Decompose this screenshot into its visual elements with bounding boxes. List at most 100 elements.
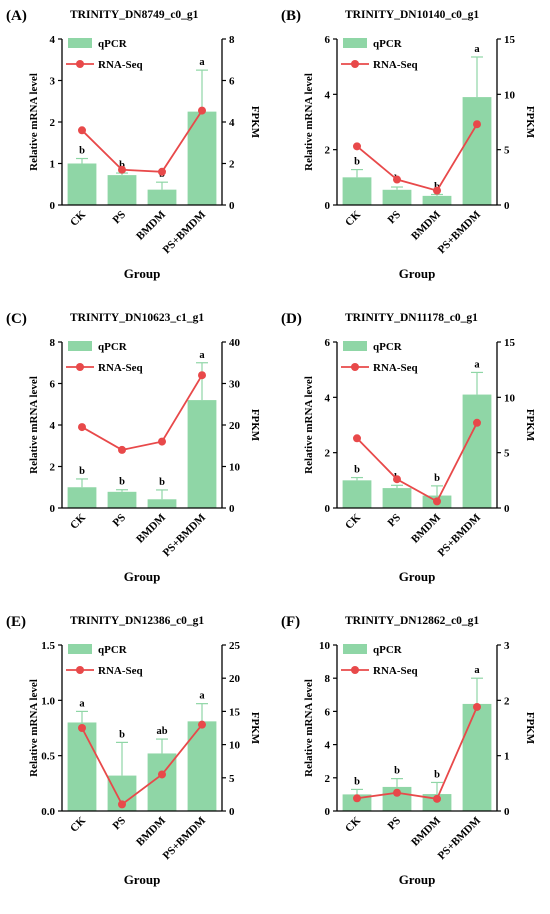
significance-label: b	[119, 729, 125, 740]
y2-tick-label: 2	[229, 159, 235, 171]
x-tick-label: PS+BMDM	[161, 814, 209, 862]
y-tick-label: 8	[325, 673, 331, 685]
panel-label: (D)	[281, 311, 302, 327]
y-tick-label: 2	[325, 773, 331, 785]
rnaseq-point	[393, 788, 401, 797]
significance-label: b	[159, 477, 165, 488]
x-tick-label: BMDM	[409, 208, 443, 242]
rnaseq-line	[81, 374, 203, 451]
y2-tick-label: 25	[229, 640, 241, 652]
legend-label-rnaseq: RNA-Seq	[373, 665, 418, 677]
y-tick-label: 6	[325, 337, 331, 349]
y2-tick-label: 1	[504, 751, 510, 763]
rnaseq-point	[393, 475, 401, 484]
legend-swatch-qpcr	[343, 38, 367, 48]
legend: qPCR RNA-Seq	[66, 341, 143, 374]
bar-ps	[107, 175, 137, 205]
y-tick-label: 0	[325, 503, 331, 515]
bar-bmdm	[422, 195, 452, 205]
chart-title: TRINITY_DN8749_c0_g1	[70, 9, 199, 21]
rnaseq-line	[356, 123, 478, 192]
chart-panel-f: (F) TRINITY_DN12862_c0_g1 b b b a 0 2 4 6 8 10 0 1 2 3 R…	[275, 606, 550, 909]
chart-title: TRINITY_DN12386_c0_g1	[70, 615, 204, 627]
rnaseq-point	[353, 142, 361, 151]
bar-ck	[342, 177, 372, 205]
rnaseq-point	[198, 371, 206, 380]
y-tick-label: 4	[50, 34, 56, 46]
x-tick-label: PS+BMDM	[161, 511, 209, 559]
x-axis-label: Group	[124, 872, 161, 887]
bar-ck	[67, 722, 97, 811]
panel-label: (E)	[6, 614, 26, 630]
y2-tick-label: 3	[504, 640, 510, 652]
y2-tick-label: 10	[229, 740, 241, 752]
x-tick-label: PS	[111, 209, 129, 227]
chart-svg: (F) TRINITY_DN12862_c0_g1b b b a 0 2 4 6 8 10 0 1 2 3 R…	[281, 614, 536, 887]
y-axis-label: Relative mRNA level	[28, 376, 40, 474]
y-tick-label: 0	[50, 503, 56, 515]
chart-title: TRINITY_DN10140_c0_g1	[345, 9, 479, 21]
significance-label: b	[434, 769, 440, 780]
rnaseq-line	[356, 706, 478, 800]
legend-swatch-rnaseq-dot	[76, 363, 84, 371]
x-tick-label: CK	[68, 208, 88, 228]
rnaseq-point	[473, 418, 481, 427]
y-tick-label: 4	[325, 89, 331, 101]
x-tick-label: PS	[386, 209, 404, 227]
bar-ps-bmdm	[462, 394, 492, 508]
y-tick-label: 0.0	[41, 806, 55, 818]
y2-tick-label: 10	[229, 462, 241, 474]
rnaseq-point	[158, 770, 166, 779]
significance-label: a	[79, 698, 85, 709]
legend-label-rnaseq: RNA-Seq	[373, 362, 418, 374]
rnaseq-line	[356, 422, 478, 503]
rnaseq-point	[473, 702, 481, 711]
y-tick-label: 2	[50, 117, 56, 129]
x-tick-label: BMDM	[409, 511, 443, 545]
x-tick-label: PS	[386, 512, 404, 530]
bar-bmdm	[147, 189, 177, 205]
y2-tick-label: 15	[504, 34, 516, 46]
y-tick-label: 2	[325, 145, 331, 157]
bar-ps-bmdm	[462, 97, 492, 205]
x-tick-label: CK	[343, 814, 363, 834]
x-tick-label: PS	[111, 512, 129, 530]
y-tick-label: 3	[50, 76, 56, 88]
x-axis-label: Group	[124, 569, 161, 584]
y-tick-label: 6	[50, 379, 56, 391]
legend-label-qpcr: qPCR	[98, 644, 128, 656]
legend-label-qpcr: qPCR	[373, 644, 403, 656]
y-tick-label: 8	[50, 337, 56, 349]
bar-ck	[67, 487, 97, 508]
y2-tick-label: 0	[504, 503, 510, 515]
y-tick-label: 0	[325, 200, 331, 212]
x-axis-label: Group	[399, 569, 436, 584]
y2-tick-label: 4	[229, 117, 235, 129]
bar-ps	[382, 189, 412, 205]
y2-tick-label: 6	[229, 76, 235, 88]
y-tick-label: 0	[50, 200, 56, 212]
x-tick-label: CK	[343, 208, 363, 228]
rnaseq-point	[198, 720, 206, 729]
chart-svg: (C) TRINITY_DN10623_c1_g1b b b a 0 2 4 6 8 0 10 20 30…	[6, 311, 261, 584]
rnaseq-point	[433, 497, 441, 506]
y2-tick-label: 0	[229, 806, 235, 818]
y2-axis-label: FPKM	[524, 712, 536, 745]
y2-tick-label: 30	[229, 379, 241, 391]
x-tick-label: CK	[68, 814, 88, 834]
rnaseq-line	[81, 110, 203, 173]
y-axis-label: Relative mRNA level	[28, 73, 40, 171]
rnaseq-point	[433, 186, 441, 195]
x-axis-label: Group	[124, 266, 161, 281]
legend: qPCR RNA-Seq	[66, 38, 143, 71]
legend-swatch-qpcr	[343, 341, 367, 351]
rnaseq-point	[393, 175, 401, 184]
legend: qPCR RNA-Seq	[341, 38, 418, 71]
y-tick-label: 1.5	[41, 640, 55, 652]
rnaseq-line	[81, 724, 203, 806]
chart-panel-c: (C) TRINITY_DN10623_c1_g1 b b b a 0 2 4 6 8 0 10 20 30…	[0, 303, 275, 606]
rnaseq-point	[353, 434, 361, 443]
panel-label: (B)	[281, 8, 301, 24]
